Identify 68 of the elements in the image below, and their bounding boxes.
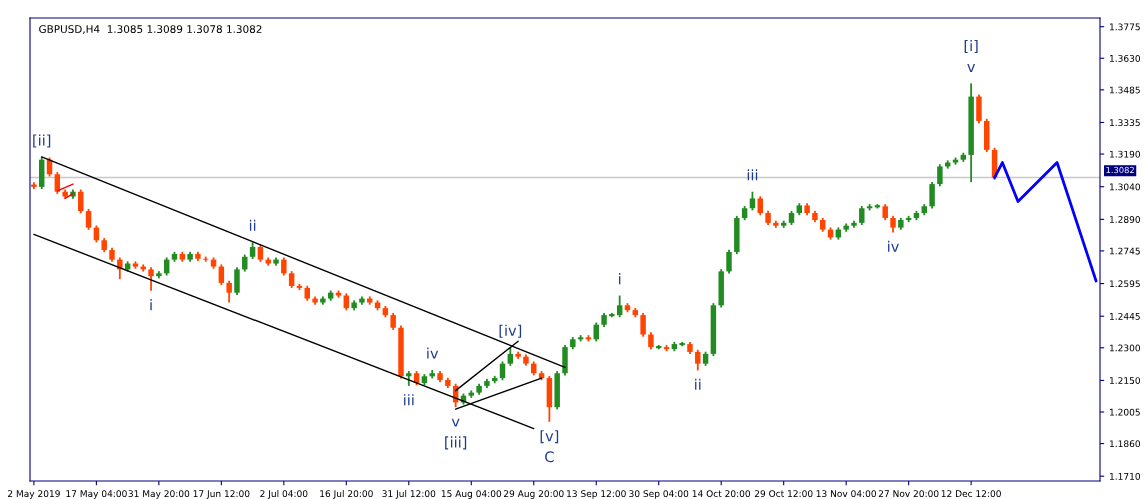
candlestick [85, 207, 92, 231]
y-tick-label: 1.1860 [1110, 440, 1141, 448]
x-tick-label: 29 Oct 12:00 [754, 490, 813, 498]
annotation: iv [888, 240, 899, 252]
annotation: [iv] [499, 324, 522, 338]
y-tick-label: 1.2150 [1110, 377, 1141, 384]
y-tick-label: 1.2445 [1110, 312, 1140, 320]
candlestick [749, 190, 756, 212]
x-tick-label: 27 Nov 20:00 [878, 490, 939, 498]
annotation: i [619, 273, 621, 285]
annotation: iii [404, 394, 414, 406]
candlestick [148, 266, 154, 292]
y-tick-label: 1.3335 [1110, 119, 1140, 127]
annotation: v [451, 418, 460, 427]
x-tick-label: 31 May 20:00 [128, 490, 190, 499]
x-tick-label: 17 Jun 12:00 [193, 490, 250, 499]
x-tick-label: 13 Sep 12:00 [567, 490, 626, 499]
annotation: iii [747, 169, 758, 181]
y-tick-label: 1.3190 [1110, 150, 1141, 158]
y-tick-label: 1.2595 [1110, 280, 1140, 288]
candlestick [695, 348, 701, 372]
candlestick [234, 266, 240, 296]
y-tick-label: 1.2745 [1110, 247, 1140, 255]
y-tick-label: 1.3630 [1110, 55, 1141, 62]
x-tick-label: 15 Aug 04:00 [441, 490, 502, 499]
y-tick-label: 1.3040 [1110, 183, 1141, 191]
ref-line-label: 1.3082 [1106, 166, 1134, 174]
y-tick-label: 1.2005 [1110, 408, 1140, 416]
candlestick [218, 263, 225, 286]
annotation: ii [695, 378, 701, 390]
candlestick [616, 294, 623, 319]
y-tick-label: 1.3775 [1110, 23, 1140, 31]
x-tick-label: 14 Oct 20:00 [692, 490, 751, 498]
candlestick [281, 256, 287, 277]
candlestick [937, 163, 943, 188]
y-tick-label: 1.2300 [1110, 344, 1141, 352]
annotation: iv [427, 347, 439, 359]
candlestick [757, 195, 763, 217]
y-tick-label: 1.2890 [1110, 216, 1141, 223]
candlestick [859, 205, 865, 226]
candlestick [929, 181, 935, 210]
x-tick-label: 30 Sep 04:00 [629, 490, 689, 499]
x-tick-label: 2 May 2019 [8, 490, 60, 499]
annotation: [v] [540, 430, 559, 444]
annotation: v [967, 63, 976, 72]
candlestick [54, 171, 61, 195]
x-tick-label: 12 Dec 12:00 [941, 490, 1001, 498]
annotation: [ii] [33, 134, 51, 148]
annotation: i [150, 299, 152, 311]
candlestick [226, 279, 232, 304]
x-tick-label: 16 Jul 20:00 [320, 490, 373, 499]
x-tick-label: 2 Jul 04:00 [260, 490, 308, 499]
annotation: ii [249, 219, 256, 231]
x-tick-label: 31 Jul 12:00 [382, 490, 436, 499]
x-tick-label: 17 May 04:00 [66, 490, 127, 499]
y-tick-label: 1.1710 [1110, 472, 1141, 480]
annotation: [i] [964, 40, 978, 54]
candlestick [78, 188, 84, 215]
y-tick-label: 1.3485 [1110, 86, 1140, 94]
candlestick [726, 248, 732, 275]
x-tick-label: 13 Nov 04:00 [816, 490, 876, 498]
text: GBPUSD,H4 1.3085 1.3089 1.3078 1.3082 [39, 25, 262, 35]
annotation: C [545, 451, 554, 463]
candlestick [640, 312, 646, 338]
x-tick-label: 29 Aug 20:00 [503, 490, 564, 499]
candlestick [507, 346, 514, 367]
annotation: [iii] [445, 436, 467, 450]
line-series [993, 161, 1098, 283]
